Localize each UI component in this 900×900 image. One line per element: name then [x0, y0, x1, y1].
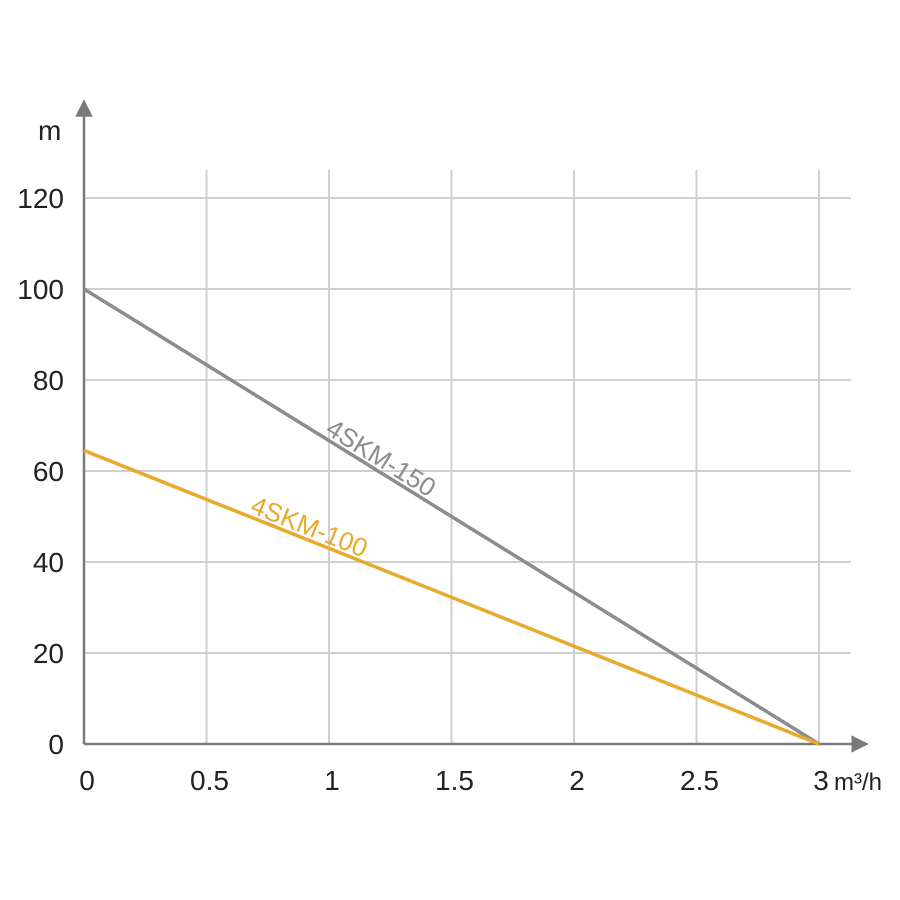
- grid: [84, 170, 851, 744]
- y-tick-label: 100: [17, 274, 64, 305]
- x-tick-label: 1: [324, 765, 340, 796]
- x-tick-label: 2: [569, 765, 585, 796]
- y-axis-label: m: [38, 115, 61, 146]
- y-tick-label: 20: [33, 638, 64, 669]
- x-tick-label: 1.5: [435, 765, 474, 796]
- series-line-1: [83, 287, 820, 746]
- y-tick-label: 0: [48, 729, 64, 760]
- y-tick-label: 120: [17, 183, 64, 214]
- x-tick-label: 0: [79, 765, 95, 796]
- x-tick-label: 2.5: [680, 765, 719, 796]
- y-tick-label: 60: [33, 456, 64, 487]
- x-tick-label: 0.5: [190, 765, 229, 796]
- series-label-1: 4SKM-150: [321, 413, 441, 503]
- series-lines: [83, 287, 820, 746]
- series-label-2: 4SKM-100: [247, 490, 372, 563]
- y-tick-label: 40: [33, 547, 64, 578]
- y-tick-label: 80: [33, 365, 64, 396]
- series-line-2: [83, 448, 820, 746]
- y-tick-labels: 0 20 40 60 80 100 120: [17, 183, 64, 760]
- x-tick-labels: 0 0.5 1 1.5 2 2.5 3: [79, 765, 829, 796]
- x-tick-label: 3: [813, 765, 829, 796]
- x-axis-label: m³/h: [834, 769, 882, 796]
